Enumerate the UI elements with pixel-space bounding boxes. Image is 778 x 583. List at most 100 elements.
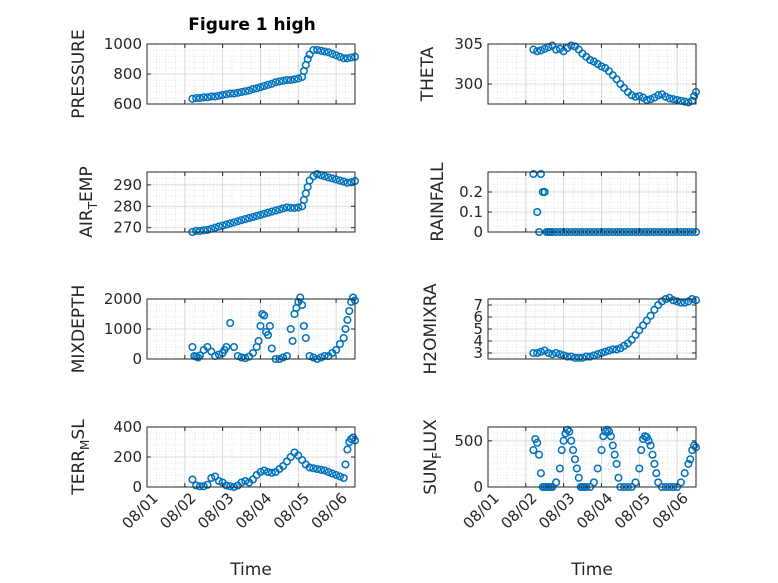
data-point: [286, 75, 295, 85]
data-point: [301, 189, 310, 198]
y-tick-label: 4: [473, 332, 483, 350]
data-point: [642, 95, 651, 105]
data-point: [233, 217, 242, 226]
data-point: [593, 350, 602, 359]
data-point: [263, 330, 273, 340]
data-point: [680, 469, 689, 478]
data-point: [536, 169, 545, 179]
data-point: [305, 463, 314, 472]
data-point: [646, 311, 655, 320]
y-tick-label: 305: [454, 35, 483, 53]
data-point: [320, 47, 329, 56]
figure-title: Figure 1 high: [188, 15, 316, 35]
data-point: [339, 473, 348, 483]
y-axis-label: THETA: [418, 46, 438, 102]
data-point: [552, 45, 561, 54]
data-point: [343, 445, 352, 454]
data-point: [536, 347, 545, 356]
data-point: [586, 352, 595, 361]
data-point: [282, 75, 291, 85]
data-point: [254, 336, 263, 346]
data-point: [612, 345, 621, 354]
data-point: [275, 205, 284, 214]
data-point: [260, 466, 269, 475]
data-point: [335, 339, 344, 349]
data-point: [324, 173, 333, 182]
data-point: [535, 450, 544, 459]
data-point: [642, 316, 651, 325]
y-tick-label: 0.2: [459, 183, 483, 201]
data-point: [267, 344, 276, 353]
data-point: [260, 209, 269, 218]
data-point: [211, 223, 220, 232]
data-point: [341, 460, 350, 469]
y-tick-label: 200: [113, 448, 142, 466]
data-point: [203, 480, 212, 489]
data-point: [637, 446, 646, 455]
data-point: [286, 324, 295, 334]
data-point: [529, 169, 538, 179]
data-point: [241, 354, 250, 363]
data-point: [690, 91, 699, 101]
data-point: [610, 450, 619, 459]
data-point: [635, 464, 644, 473]
axes-box: [487, 171, 697, 233]
data-point: [612, 75, 621, 84]
data-point: [290, 75, 299, 84]
data-point: [288, 336, 297, 346]
x-axis-label: Time: [570, 560, 613, 580]
data-point: [627, 91, 636, 100]
data-point: [195, 482, 204, 491]
data-point: [599, 432, 608, 441]
y-tick-label: 300: [454, 75, 483, 93]
data-point: [650, 459, 659, 468]
y-axis-label: H2OMIXRA: [421, 283, 441, 374]
x-tick-label: 08/02: [156, 489, 199, 532]
data-point: [557, 446, 566, 455]
data-point: [614, 473, 623, 482]
data-point: [248, 212, 257, 222]
data-point: [574, 473, 583, 482]
data-point: [237, 478, 246, 487]
data-point: [597, 62, 606, 71]
subplot-theta: 300 305 THETA: [418, 35, 701, 107]
data-point: [661, 92, 670, 101]
data-point: [555, 464, 564, 473]
data-point: [544, 348, 553, 358]
data-point: [237, 87, 246, 97]
data-point: [335, 176, 344, 185]
x-axis-label: Time: [229, 560, 272, 580]
data-point: [309, 464, 318, 473]
data-point: [567, 436, 576, 445]
data-point: [298, 300, 307, 310]
data-point: [540, 44, 549, 53]
data-point: [529, 446, 538, 455]
data-point: [555, 350, 564, 359]
data-point: [572, 464, 581, 473]
x-tick-label: 08/05: [270, 489, 313, 532]
data-point: [241, 87, 250, 96]
data-point: [589, 478, 598, 487]
data-point: [627, 335, 636, 344]
data-point: [222, 342, 231, 352]
data-point: [316, 465, 326, 474]
data-point: [229, 342, 239, 352]
data-point: [684, 459, 693, 468]
data-point: [570, 353, 580, 362]
data-point: [290, 203, 299, 213]
data-point: [301, 333, 310, 343]
data-point: [339, 177, 348, 186]
data-point: [341, 324, 350, 334]
y-axis-label: SUNFLUX: [421, 419, 444, 495]
data-point: [586, 55, 595, 65]
data-point: [574, 353, 583, 362]
y-tick-label: 270: [113, 219, 142, 237]
data-point: [226, 482, 235, 491]
data-point: [194, 353, 203, 362]
data-point: [533, 47, 542, 56]
data-point: [646, 95, 655, 104]
data-point: [540, 187, 549, 197]
data-point: [309, 45, 318, 55]
